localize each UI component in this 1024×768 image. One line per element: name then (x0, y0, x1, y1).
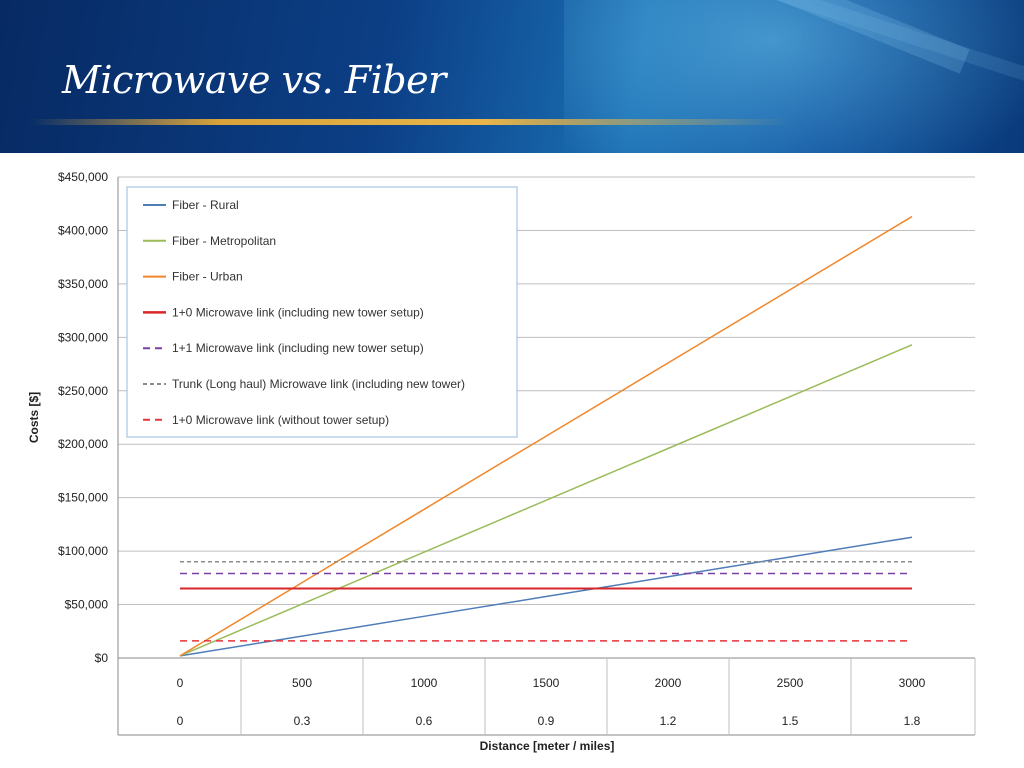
y-tick-label: $200,000 (58, 437, 108, 451)
x-axis-table: 0 0 500 0.3 1000 0.6 1500 0.9 2000 1.2 2500 1.5 3000… (118, 658, 976, 736)
y-tick-label: $450,000 (58, 170, 108, 184)
legend-label: 1+1 Microwave link (including new tower … (172, 341, 424, 355)
x-secondary-tick-label: 1.2 (660, 714, 677, 728)
x-tick-label: 2000 (655, 676, 682, 690)
series-line-1 (179, 536, 913, 657)
y-tick-label: $100,000 (58, 544, 108, 558)
legend-label: Fiber - Metropolitan (172, 234, 276, 248)
x-secondary-tick-label: 0 (177, 714, 184, 728)
y-tick-label: $300,000 (58, 330, 108, 344)
legend-label: Fiber - Rural (172, 198, 239, 212)
y-tick-label: $400,000 (58, 223, 108, 237)
x-tick-label: 1000 (411, 676, 438, 690)
y-tick-label: $250,000 (58, 384, 108, 398)
x-tick-label: 1500 (533, 676, 560, 690)
series-line-3 (179, 215, 913, 657)
legend-label: Trunk (Long haul) Microwave link (includ… (172, 377, 465, 391)
x-secondary-tick-label: 0.3 (294, 714, 311, 728)
legend-label: 1+0 Microwave link (without tower setup) (172, 413, 389, 427)
x-secondary-tick-label: 0.9 (538, 714, 555, 728)
y-axis-ticks: $0 $50,000 $100,000 $150,000 $200,000 $250,00… (58, 170, 108, 665)
series-line-2 (179, 344, 913, 657)
x-secondary-tick-label: 1.5 (782, 714, 799, 728)
legend-label: Fiber - Urban (172, 270, 243, 284)
x-secondary-tick-label: 1.8 (904, 714, 921, 728)
legend-box (126, 186, 518, 438)
y-axis-title: Costs [$] (27, 392, 41, 443)
legend-label: 1+0 Microwave link (including new tower … (172, 305, 424, 319)
x-tick-label: 2500 (777, 676, 804, 690)
gold-underline (30, 119, 790, 125)
x-secondary-tick-label: 0.6 (416, 714, 433, 728)
y-tick-label: $0 (95, 651, 109, 665)
legend: Fiber - Rural Fiber - Metropolitan Fiber -… (126, 186, 518, 438)
banner-glow (564, 0, 1024, 153)
slide-title: Microwave vs. Fiber (62, 58, 446, 102)
y-tick-label: $150,000 (58, 491, 108, 505)
x-tick-label: 0 (177, 676, 184, 690)
title-banner: Microwave vs. Fiber (0, 0, 1024, 153)
cost-chart: $0 $50,000 $100,000 $150,000 $200,000 $250,00… (27, 170, 976, 753)
x-tick-label: 500 (292, 676, 312, 690)
y-tick-label: $50,000 (65, 598, 109, 612)
x-axis-title: Distance [meter / miles] (480, 739, 615, 753)
series-layer (179, 215, 913, 657)
y-tick-label: $350,000 (58, 277, 108, 291)
x-tick-label: 3000 (899, 676, 926, 690)
